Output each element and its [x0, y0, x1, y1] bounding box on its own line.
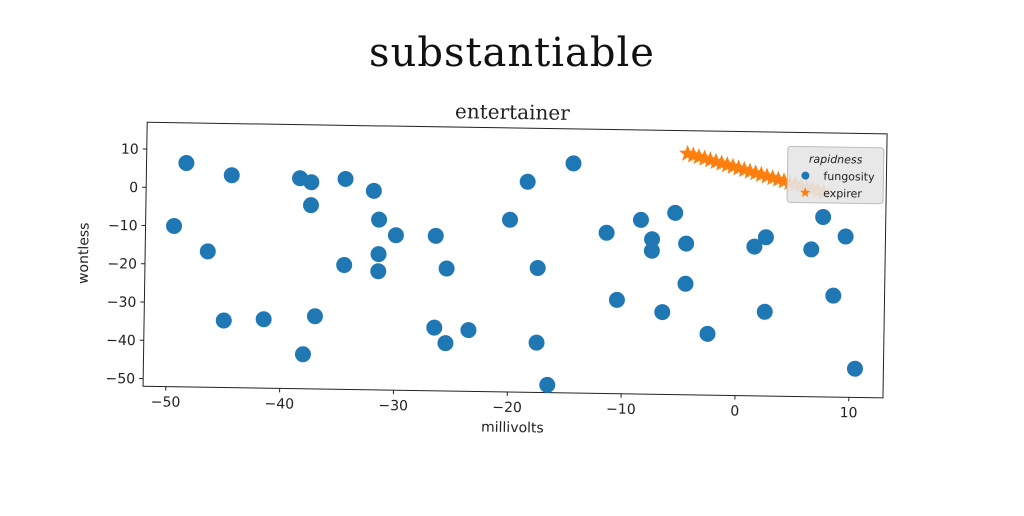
- data-point-fungosity: [815, 209, 831, 225]
- data-point-fungosity: [667, 205, 683, 221]
- data-point-fungosity: [428, 228, 444, 244]
- data-point-fungosity: [598, 225, 614, 241]
- data-point-fungosity: [678, 235, 694, 251]
- x-axis-label: millivolts: [481, 420, 544, 437]
- data-point-fungosity: [520, 174, 536, 190]
- data-point-fungosity: [633, 212, 649, 228]
- data-point-fungosity: [256, 311, 272, 327]
- y-axis-ticks: 10 0 −10 −20 −30 −40 −50: [105, 141, 146, 387]
- x-tick-label: −40: [265, 396, 295, 412]
- y-axis-label: wontless: [76, 222, 93, 284]
- x-tick-label: −20: [492, 400, 522, 416]
- plot-area-frame: [143, 122, 887, 398]
- legend-title: rapidness: [809, 153, 863, 167]
- y-tick-label: −50: [105, 371, 135, 387]
- data-point-fungosity: [200, 243, 216, 259]
- data-point-fungosity: [370, 246, 386, 262]
- data-point-fungosity: [838, 228, 854, 244]
- data-point-fungosity: [178, 155, 194, 171]
- y-tick-label: 0: [129, 180, 138, 196]
- data-point-fungosity: [565, 155, 581, 171]
- legend: rapidness fungosity expirer: [787, 146, 884, 204]
- data-point-fungosity: [539, 377, 555, 393]
- data-point-fungosity: [336, 257, 352, 273]
- y-tick-label: −40: [106, 333, 136, 349]
- data-point-fungosity: [303, 197, 319, 213]
- data-point-fungosity: [224, 167, 240, 183]
- chart-title: entertainer: [455, 99, 571, 125]
- data-point-fungosity: [216, 312, 232, 328]
- data-point-fungosity: [295, 346, 311, 362]
- legend-label-expirer: expirer: [823, 187, 862, 201]
- data-point-fungosity: [757, 304, 773, 320]
- data-point-fungosity: [426, 320, 442, 336]
- data-point-fungosity: [528, 335, 544, 351]
- data-point-fungosity: [460, 322, 476, 338]
- x-tick-label: −10: [606, 401, 636, 417]
- data-point-fungosity: [803, 241, 819, 257]
- y-tick-label: −30: [107, 294, 137, 310]
- data-point-fungosity: [439, 260, 455, 276]
- data-point-fungosity: [307, 308, 323, 324]
- x-tick-label: −30: [378, 398, 408, 414]
- y-tick-label: −10: [108, 218, 138, 234]
- data-point-fungosity: [677, 276, 693, 292]
- data-point-fungosity: [654, 304, 670, 320]
- data-point-fungosity: [530, 260, 546, 276]
- data-points: [164, 137, 867, 398]
- data-point-fungosity: [437, 335, 453, 351]
- x-tick-label: 10: [840, 405, 858, 421]
- data-point-fungosity: [366, 183, 382, 199]
- x-tick-label: −50: [151, 394, 181, 410]
- data-point-fungosity: [847, 361, 863, 377]
- x-tick-label: 0: [730, 403, 739, 419]
- y-tick-label: −20: [107, 256, 137, 272]
- legend-label-fungosity: fungosity: [823, 170, 875, 184]
- data-point-fungosity: [825, 288, 841, 304]
- data-point-fungosity: [166, 218, 182, 234]
- data-point-fungosity: [609, 292, 625, 308]
- data-point-fungosity: [370, 263, 386, 279]
- data-point-fungosity: [371, 212, 387, 228]
- data-point-fungosity: [502, 212, 518, 228]
- y-tick-label: 10: [121, 142, 139, 158]
- data-point-fungosity: [699, 326, 715, 342]
- data-point-fungosity: [388, 227, 404, 243]
- data-point-fungosity: [337, 171, 353, 187]
